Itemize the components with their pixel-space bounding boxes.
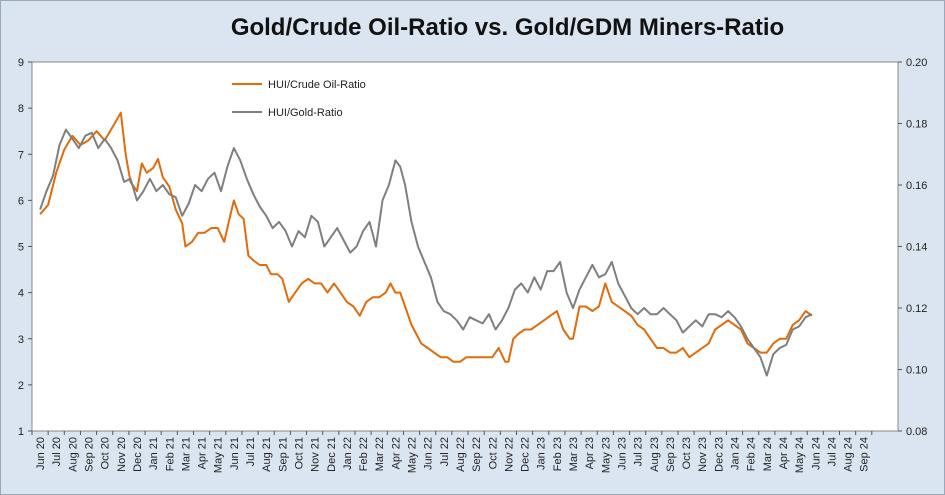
y-right-tick-label: 0.16 [906, 180, 927, 192]
x-tick-label: Jan 21 [148, 437, 160, 470]
x-tick-label: Feb 24 [746, 437, 758, 471]
x-tick-label: Oct 22 [487, 437, 499, 469]
plot-area [31, 61, 899, 432]
x-tick-label: Sep 22 [471, 437, 483, 472]
x-tick-label: Jan 22 [342, 437, 354, 470]
x-tick-label: May 21 [213, 437, 225, 473]
x-tick-label: Nov 22 [503, 437, 515, 472]
y-right-tick-label: 0.12 [906, 303, 927, 315]
x-tick-label: Aug 20 [67, 437, 79, 472]
x-tick-label: Oct 21 [293, 437, 305, 469]
x-tick-label: Nov 21 [310, 437, 322, 472]
x-tick-label: Aug 21 [261, 437, 273, 472]
x-tick-label: Sep 24 [859, 437, 871, 472]
y-left-tick-label: 5 [18, 242, 24, 254]
y-left-tick-label: 8 [18, 103, 24, 115]
y-left-tick-label: 4 [18, 288, 24, 300]
y-left-tick-label: 9 [18, 57, 24, 69]
y-right-tick-label: 0.20 [906, 57, 927, 69]
y-right-tick-label: 0.08 [906, 426, 927, 438]
series-line-hui-gold [39, 128, 813, 377]
x-tick-label: Dec 22 [520, 437, 532, 472]
x-tick-label: Feb 22 [358, 437, 370, 471]
x-tick-label: Nov 23 [697, 437, 709, 472]
series-line-hui-crude [39, 111, 813, 363]
x-tick-label: Jan 24 [730, 437, 742, 470]
chart-title: Gold/Crude Oil-Ratio vs. Gold/GDM Miners… [230, 14, 785, 41]
x-tick-label: Nov 20 [116, 437, 128, 472]
x-tick-label: Oct 20 [100, 437, 112, 469]
x-tick-label: Mar 24 [762, 437, 774, 471]
x-tick-label: Sep 20 [84, 437, 96, 472]
x-tick-label: Jun 20 [35, 437, 47, 470]
y-left-tick-label: 7 [18, 149, 24, 161]
x-tick-label: Jul 23 [633, 437, 645, 466]
x-tick-label: Aug 22 [455, 437, 467, 472]
x-tick-label: Apr 23 [584, 437, 596, 469]
x-tick-label: Apr 21 [197, 437, 209, 469]
x-tick-label: Apr 22 [390, 437, 402, 469]
y-right-tick-label: 0.18 [906, 119, 927, 131]
x-tick-label: Jun 22 [423, 437, 435, 470]
x-tick-label: Jul 22 [439, 437, 451, 466]
y-right-tick-label: 0.10 [906, 365, 927, 377]
x-tick-label: Feb 21 [164, 437, 176, 471]
x-tick-label: Jun 23 [616, 437, 628, 470]
x-tick-label: May 24 [794, 437, 806, 473]
x-tick-label: Jun 24 [810, 437, 822, 470]
x-tick-label: Sep 23 [665, 437, 677, 472]
legend-label-gold: HUI/Gold-Ratio [268, 107, 343, 119]
x-tick-label: Jan 23 [536, 437, 548, 470]
legend-label-crude: HUI/Crude Oil-Ratio [268, 79, 366, 91]
x-tick-label: Jul 24 [826, 437, 838, 466]
x-tick-label: Jul 20 [51, 437, 63, 466]
x-tick-label: Mar 21 [180, 437, 192, 471]
x-tick-label: Sep 21 [277, 437, 289, 472]
x-tick-label: Apr 24 [778, 437, 790, 469]
x-tick-label: Feb 23 [552, 437, 564, 471]
x-tick-label: Dec 20 [132, 437, 144, 472]
y-left-tick-label: 1 [18, 426, 24, 438]
y-left-tick-label: 2 [18, 380, 24, 392]
x-tick-label: Jun 21 [229, 437, 241, 470]
x-tick-label: Jul 21 [245, 437, 257, 466]
x-tick-label: Mar 22 [374, 437, 386, 471]
y-left-tick-label: 3 [18, 334, 24, 346]
x-tick-label: Mar 23 [568, 437, 580, 471]
x-tick-label: Dec 21 [326, 437, 338, 472]
x-tick-label: May 22 [407, 437, 419, 473]
x-tick-label: Oct 23 [681, 437, 693, 469]
y-left-tick-label: 6 [18, 195, 24, 207]
y-right-tick-label: 0.14 [906, 242, 927, 254]
x-tick-label: Aug 24 [843, 437, 855, 472]
x-tick-label: Aug 23 [649, 437, 661, 472]
x-tick-label: Dec 23 [713, 437, 725, 472]
x-tick-label: May 23 [600, 437, 612, 473]
